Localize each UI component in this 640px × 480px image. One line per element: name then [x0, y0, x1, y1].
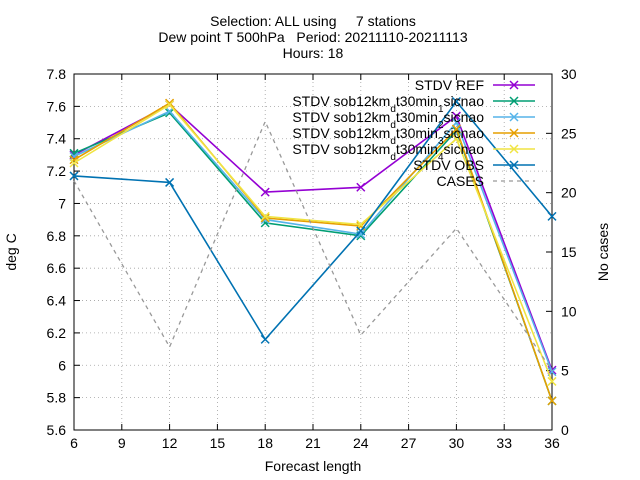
data-point-stroke [451, 124, 461, 134]
title-line-1: Selection: ALL using 7 stations [210, 13, 416, 29]
series-line [73, 100, 553, 341]
y-tick-label: 6.4 [47, 293, 67, 309]
x-tick-label: 30 [449, 435, 465, 451]
data-point-stroke [547, 396, 557, 406]
axis-ticks: 6 9 12 15 18 21 24 27 30 33 36 5.6 5.8 6 6.2 6.4 6.6 6.8 7… [47, 66, 577, 451]
data-point-stroke [547, 211, 557, 221]
data-point-stroke [260, 213, 270, 223]
data-point-stroke [69, 151, 79, 162]
data-point-stroke [69, 158, 79, 168]
y2-axis-label: No cases [595, 223, 611, 281]
legend-entry-label: STDV sob12kmdt30min1sicnao [292, 93, 484, 115]
series-7 [73, 119, 553, 372]
data-point-stroke [165, 108, 175, 118]
x-tick-label: 24 [353, 435, 369, 451]
y-tick-label: 5.8 [47, 390, 67, 406]
y-tick-label: 6.6 [47, 260, 67, 276]
y-tick-label: 7.4 [47, 131, 67, 147]
data-point-stroke [165, 100, 175, 110]
data-point-stroke [356, 229, 366, 239]
y-tick-label: 5.6 [47, 422, 67, 438]
legend-marker-stroke [509, 144, 519, 154]
x-tick-label: 9 [118, 435, 126, 451]
series-line [73, 103, 553, 382]
legend-entry-label: CASES [437, 173, 484, 189]
legend-entry-label: STDV sob12kmdt30min3sicnao [292, 125, 484, 147]
y-tick-label: 7 [58, 195, 66, 211]
data-point-stroke [69, 148, 79, 158]
series-line [73, 119, 553, 372]
y-tick-label: 7.8 [47, 66, 67, 82]
legend-entry-label: STDV sob12kmdt30min4sicnao [292, 141, 484, 163]
legend-entry-label: STDV REF [415, 77, 484, 93]
series-lines [69, 96, 557, 406]
data-point-stroke [260, 334, 270, 344]
x-tick-label: 27 [401, 435, 417, 451]
data-point-stroke [356, 182, 366, 192]
title-line-3: Hours: 18 [283, 45, 344, 61]
legend-marker-stroke [509, 128, 519, 138]
x-axis-label: Forecast length [265, 458, 362, 474]
data-point-stroke [547, 376, 557, 386]
y-tick-label: 7.6 [47, 98, 67, 114]
legend-marker-stroke [509, 96, 519, 106]
data-point-stroke [260, 211, 270, 221]
y2-tick-label: 5 [561, 363, 569, 379]
y2-tick-label: 30 [561, 66, 577, 82]
y-tick-label: 6.2 [47, 325, 67, 341]
plot-area-border [73, 73, 553, 431]
legend-entry-label: STDV OBS [413, 157, 484, 173]
x-tick-label: 18 [257, 435, 273, 451]
x-tick-label: 33 [496, 435, 512, 451]
series-line [73, 102, 553, 402]
data-point-stroke [451, 134, 461, 144]
series-4 [69, 98, 557, 406]
data-point-stroke [451, 96, 461, 107]
data-point-stroke [356, 219, 366, 230]
y2-tick-label: 20 [561, 185, 577, 201]
legend-marker-stroke [509, 80, 519, 90]
x-tick-label: 36 [544, 435, 560, 451]
y-tick-label: 6 [58, 357, 66, 373]
y2-tick-label: 15 [561, 244, 577, 260]
data-point-stroke [451, 118, 461, 128]
y2-tick-label: 0 [561, 422, 569, 438]
y-tick-label: 7.2 [47, 163, 67, 179]
data-point-stroke [165, 177, 175, 187]
y-tick-label: 6.8 [47, 228, 67, 244]
series-6 [69, 96, 557, 344]
y2-tick-label: 25 [561, 125, 577, 141]
x-tick-label: 15 [210, 435, 226, 451]
legend-entry-label: STDV sob12kmdt30min2sicnao [292, 109, 484, 131]
data-point-stroke [69, 171, 79, 181]
x-tick-label: 6 [70, 435, 78, 451]
title-line-2: Dew point T 500hPa Period: 20211110-2021… [158, 29, 467, 45]
legend-marker-stroke [509, 112, 519, 122]
data-point-stroke [69, 155, 79, 165]
legend-marker-stroke [509, 160, 519, 170]
data-point-stroke [260, 187, 270, 197]
y-axis-label: deg C [3, 233, 19, 270]
data-point-stroke [356, 226, 366, 236]
x-tick-label: 21 [305, 435, 321, 451]
x-tick-label: 12 [162, 435, 178, 451]
data-point-stroke [451, 111, 461, 121]
y2-tick-label: 10 [561, 303, 577, 319]
